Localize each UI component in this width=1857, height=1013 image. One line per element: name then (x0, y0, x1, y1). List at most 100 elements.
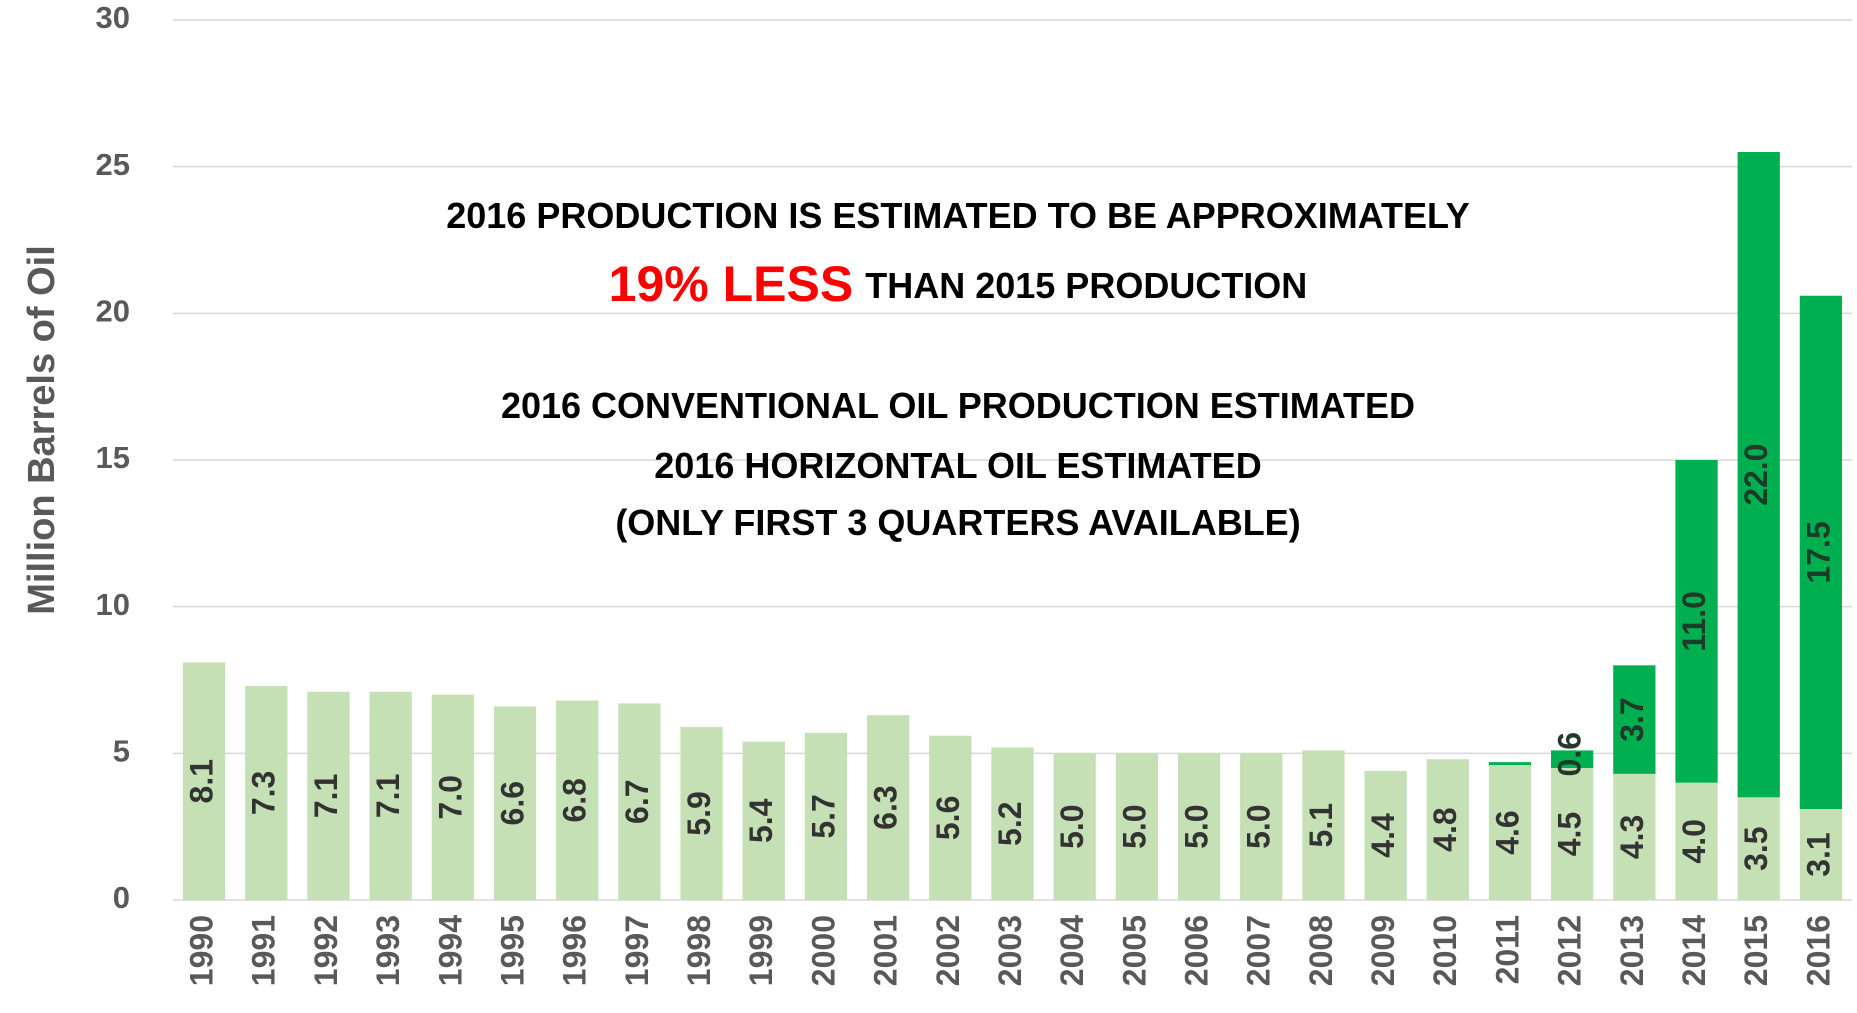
annotation: 2016 HORIZONTAL OIL ESTIMATED (654, 445, 1261, 486)
data-label: 5.2 (992, 801, 1028, 845)
x-tick-label: 1991 (246, 915, 282, 986)
bar-segment (1613, 773, 1656, 900)
data-label: 4.3 (1614, 815, 1650, 859)
annotation: 2016 PRODUCTION IS ESTIMATED TO BE APPRO… (446, 195, 1470, 236)
y-tick-label: 20 (96, 294, 130, 329)
x-tick-label: 2000 (805, 915, 841, 986)
bar-segment (1799, 809, 1843, 900)
bar-segment (680, 726, 723, 900)
y-tick-label: 0 (113, 880, 130, 915)
bar-segment (431, 694, 474, 900)
bar-segment (866, 715, 910, 900)
annotation-part: 2016 PRODUCTION IS ESTIMATED TO BE APPRO… (446, 195, 1470, 236)
bar-segment (1488, 765, 1532, 900)
data-label: 5.0 (1116, 804, 1152, 848)
bar-segment (556, 700, 599, 900)
x-tick-label: 2015 (1738, 915, 1774, 986)
bar-segment (1737, 797, 1780, 900)
x-tick-label: 2011 (1489, 915, 1525, 984)
x-tick-label: 2005 (1116, 915, 1152, 986)
x-tick-label: 2010 (1427, 915, 1463, 986)
bar-segment (1240, 753, 1283, 900)
bar-segment (1551, 768, 1594, 900)
bar-segment (1364, 770, 1407, 900)
bar-segment (742, 741, 785, 900)
bar-segment (493, 706, 537, 900)
annotation-part: 19% LESS (609, 256, 854, 312)
data-label: 6.3 (868, 785, 904, 829)
x-tick-label: 2007 (1241, 915, 1277, 986)
annotation: (ONLY FIRST 3 QUARTERS AVAILABLE) (615, 502, 1300, 543)
data-label: 5.0 (1054, 804, 1090, 848)
data-label: 22.0 (1738, 444, 1774, 506)
x-tick-label: 2012 (1552, 915, 1588, 986)
bar-segment (182, 662, 226, 900)
data-label: 7.0 (432, 775, 468, 819)
data-label: 5.7 (805, 794, 841, 838)
x-tick-label: 2006 (1179, 915, 1215, 986)
x-tick-label: 1994 (432, 915, 468, 986)
data-label: 7.1 (308, 774, 344, 818)
data-label: 8.1 (184, 759, 220, 803)
bar-segment (1426, 759, 1469, 900)
bar-segment (618, 703, 661, 900)
data-label: 5.0 (1179, 804, 1215, 848)
x-tick-label: 2001 (868, 915, 904, 986)
x-tick-label: 2003 (992, 915, 1028, 986)
data-label: 7.1 (370, 774, 406, 818)
bar-segment (1115, 753, 1159, 900)
bar-segment (245, 685, 288, 900)
bar-segment (991, 747, 1034, 900)
data-label: 4.5 (1552, 812, 1588, 856)
data-label: 6.8 (557, 778, 593, 822)
x-tick-label: 1997 (619, 915, 655, 986)
bar-segment (1177, 753, 1221, 900)
y-tick-label: 15 (96, 440, 130, 475)
bar-segment (369, 691, 412, 900)
bar-segment (1302, 750, 1345, 900)
data-label: 5.4 (743, 798, 779, 843)
x-tick-label: 2013 (1614, 915, 1650, 986)
data-label: 17.5 (1800, 521, 1836, 583)
data-label: 6.7 (619, 779, 655, 823)
annotation: 19% LESS THAN 2015 PRODUCTION (609, 256, 1308, 312)
data-label: 3.7 (1614, 697, 1650, 741)
x-tick-label: 2008 (1303, 915, 1339, 986)
y-axis-label: Million Barrels of Oil (21, 245, 63, 615)
bar-segment (1737, 152, 1780, 798)
bar-segment (1675, 782, 1718, 900)
annotation-part: (ONLY FIRST 3 QUARTERS AVAILABLE) (615, 502, 1300, 543)
x-tick-label: 1998 (681, 915, 717, 986)
data-label: 0.6 (1552, 732, 1588, 776)
data-label: 5.0 (1241, 804, 1277, 848)
x-tick-label: 2014 (1676, 915, 1712, 986)
x-tick-label: 1992 (308, 915, 344, 986)
y-tick-label: 25 (96, 147, 130, 182)
data-label: 4.8 (1427, 807, 1463, 851)
x-tick-label: 1993 (370, 915, 406, 986)
data-label: 4.6 (1489, 810, 1525, 854)
bar-segment (1053, 753, 1096, 900)
data-label: 5.1 (1303, 803, 1339, 847)
data-label: 5.6 (930, 796, 966, 840)
x-tick-label: 1990 (184, 915, 220, 986)
y-tick-label: 10 (96, 587, 130, 622)
data-label: 4.4 (1365, 813, 1401, 858)
data-label: 5.9 (681, 791, 717, 835)
data-label: 3.1 (1800, 832, 1836, 876)
bar-segment (1613, 665, 1656, 774)
bar-segment (1551, 750, 1594, 768)
x-tick-label: 2004 (1054, 915, 1090, 986)
bar-segment (1488, 762, 1532, 766)
data-label: 3.5 (1738, 826, 1774, 870)
y-tick-label: 30 (96, 0, 130, 35)
data-label: 6.6 (494, 781, 530, 825)
bar-segment (1799, 295, 1843, 810)
bar-segment (804, 732, 848, 900)
bar-segment (929, 735, 972, 900)
x-tick-label: 1996 (557, 915, 593, 986)
y-tick-label: 5 (113, 734, 130, 769)
bar-segment (1675, 460, 1718, 783)
x-tick-label: 1995 (494, 915, 530, 986)
